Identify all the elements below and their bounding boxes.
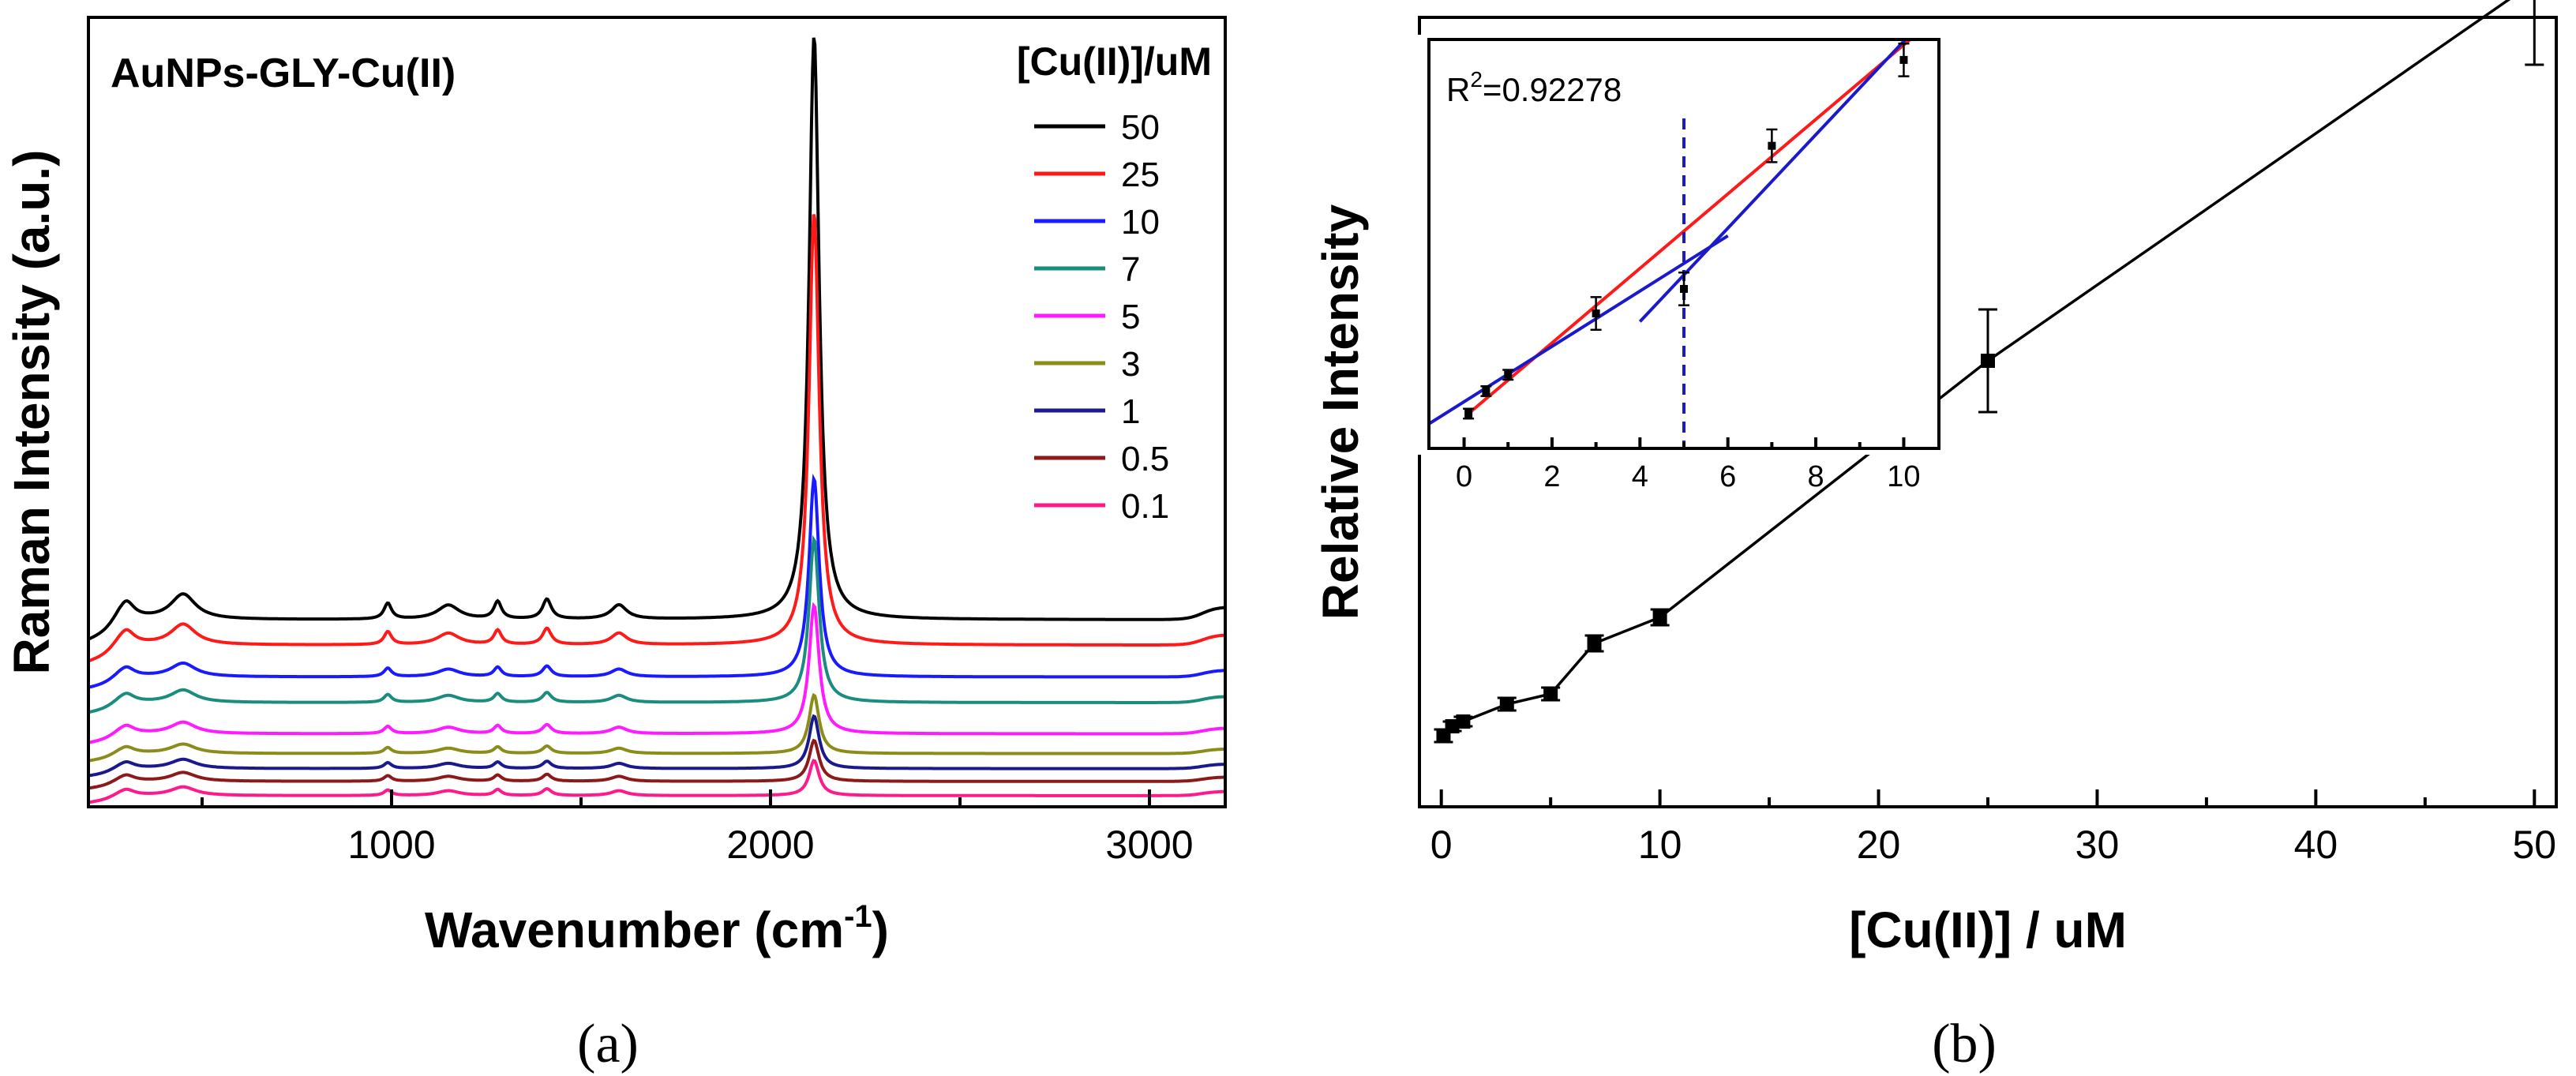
spectrum-line-1 bbox=[88, 714, 1225, 778]
x-axis-label-a: Wavenumber (cm-1) bbox=[425, 899, 889, 958]
inset-x-tick-label-0: 0 bbox=[1456, 460, 1472, 493]
spectrum-line-50 bbox=[88, 37, 1226, 641]
inset-x-ticks: 0 2 4 6 8 10 bbox=[1456, 437, 1921, 493]
inset-data-point-5 bbox=[1680, 284, 1688, 293]
data-point-10 bbox=[1652, 610, 1667, 624]
legend-label-1: 1 bbox=[1121, 392, 1140, 431]
data-point-1 bbox=[1456, 714, 1471, 729]
legend-label-10: 10 bbox=[1121, 203, 1160, 242]
y-axis-label-b: Relative Intensity bbox=[1312, 204, 1369, 620]
legend-label-5: 5 bbox=[1121, 298, 1140, 336]
spectrum-line-5 bbox=[88, 602, 1225, 744]
legend-label-0-5: 0.5 bbox=[1121, 440, 1169, 478]
inset-fit-line-1 bbox=[1429, 234, 1729, 426]
inset-content bbox=[1429, 39, 1913, 448]
plot-frame-a bbox=[87, 16, 1227, 808]
inset-x-tick-label-2: 2 bbox=[1543, 460, 1560, 493]
x-tick-label-b-30: 30 bbox=[2075, 823, 2120, 867]
x-axis-label-main: Wavenumber (cm bbox=[425, 902, 844, 958]
r2-base: R bbox=[1446, 71, 1470, 108]
inset-data-point-7 bbox=[1768, 141, 1776, 150]
x-tick-label-a-1000: 1000 bbox=[347, 823, 435, 867]
inset-data-point-1 bbox=[1504, 370, 1513, 379]
y-axis-label-a: Raman Intensity (a.u.) bbox=[3, 150, 60, 675]
x-tick-label-b-50: 50 bbox=[2512, 823, 2556, 867]
x-axis-label-b: [Cu(II)] / uM bbox=[1849, 902, 2127, 958]
raman-spectra-chart: 1000 2000 3000 AuNPs-GLY-Cu(II) [Cu(II)]/u… bbox=[3, 16, 1227, 1074]
x-axis-label-tail: ) bbox=[872, 902, 889, 958]
legend-label-25: 25 bbox=[1121, 156, 1160, 194]
legend-label-50: 50 bbox=[1121, 108, 1160, 147]
inset-data-point-0-1 bbox=[1464, 409, 1473, 418]
inset-x-tick-label-6: 6 bbox=[1719, 460, 1736, 493]
x-tick-label-a-3000: 3000 bbox=[1105, 823, 1193, 867]
legend-label-7: 7 bbox=[1121, 250, 1140, 289]
spectrum-line-7 bbox=[88, 534, 1226, 714]
x-tick-label-a-2000: 2000 bbox=[726, 823, 814, 867]
panel-label-a: (a) bbox=[577, 1014, 639, 1074]
x-ticks-a: 1000 2000 3000 bbox=[201, 789, 1194, 867]
r2-value: =0.92278 bbox=[1483, 71, 1622, 108]
chart-title-a: AuNPs-GLY-Cu(II) bbox=[111, 51, 456, 96]
spectrum-line-25 bbox=[88, 214, 1226, 663]
legend-label-3: 3 bbox=[1121, 345, 1140, 384]
inset-plot-area bbox=[1429, 39, 1913, 448]
x-ticks-b: 0 10 20 30 40 50 bbox=[1430, 789, 2556, 867]
data-point-7 bbox=[1587, 636, 1602, 650]
r-squared-annotation: R2=0.92278 bbox=[1446, 67, 1622, 108]
inset-data-point-3 bbox=[1592, 309, 1600, 318]
data-point-25 bbox=[1981, 354, 1995, 368]
inset-x-tick-label-10: 10 bbox=[1887, 460, 1920, 493]
data-point-0-5 bbox=[1445, 719, 1460, 733]
inset-data-point-0-5 bbox=[1482, 387, 1490, 396]
relative-intensity-chart: 0 10 20 30 40 50 Relative Intensity [Cu(II)] … bbox=[1312, 0, 2558, 1074]
x-axis-label-sup: -1 bbox=[844, 899, 872, 934]
x-tick-label-b-20: 20 bbox=[1857, 823, 1901, 867]
x-tick-label-b-40: 40 bbox=[2294, 823, 2338, 867]
legend-label-0-1: 0.1 bbox=[1121, 487, 1169, 526]
x-tick-label-b-0: 0 bbox=[1430, 823, 1453, 867]
inset-chart: 0 2 4 6 8 10 R2=0.92278 bbox=[1413, 35, 1940, 493]
spectrum-line-0-1 bbox=[88, 759, 1225, 804]
inset-x-tick-label-8: 8 bbox=[1807, 460, 1824, 493]
spectrum-line-3 bbox=[88, 692, 1225, 763]
data-point-3 bbox=[1499, 697, 1514, 711]
spectra-lines bbox=[88, 37, 1226, 804]
x-tick-label-b-10: 10 bbox=[1638, 823, 1682, 867]
spectrum-line-10 bbox=[88, 474, 1225, 689]
panel-label-b: (b) bbox=[1932, 1014, 1997, 1074]
legend-title: [Cu(II)]/uM bbox=[1017, 39, 1212, 84]
inset-x-tick-label-4: 4 bbox=[1632, 460, 1648, 493]
legend: 50 25 10 7 5 3 1 0.5 0.1 bbox=[1034, 108, 1169, 526]
data-point-5 bbox=[1543, 687, 1558, 701]
r2-superscript: 2 bbox=[1470, 67, 1483, 92]
spectrum-line-0-5 bbox=[88, 738, 1225, 790]
inset-data-point-10 bbox=[1899, 55, 1908, 64]
